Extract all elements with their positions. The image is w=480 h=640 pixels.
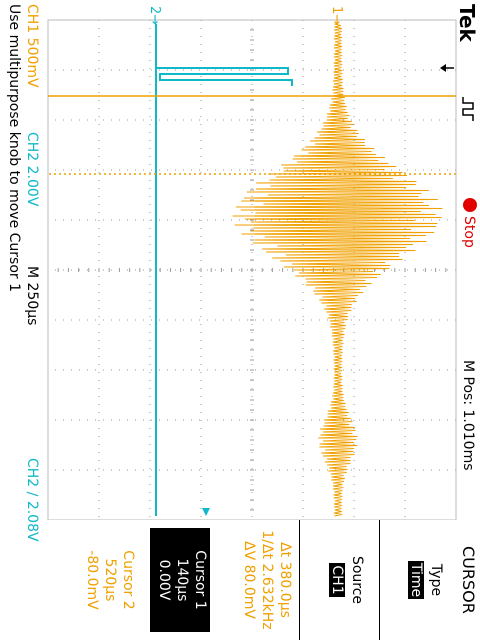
inverse-delta-t: 1/Δt 2.632kHz: [259, 530, 275, 630]
menu-source[interactable]: Source CH1: [303, 520, 380, 640]
delta-v: ΔV 80.0mV: [241, 541, 257, 619]
cursor2-value: -80.0mV: [84, 550, 100, 610]
menu-measurements: Δt 380.0µs 1/Δt 2.632kHz ΔV 80.0mV: [227, 520, 300, 640]
delta-t: Δt 380.0µs: [277, 542, 293, 618]
type-value: Time: [408, 560, 424, 600]
source-value: CH1: [329, 563, 345, 597]
hint-message: Use multipurpose knob to move Cursor 1: [6, 4, 22, 293]
trigger-position-icon: [440, 64, 446, 72]
cursor2-time: 520µs: [102, 558, 118, 602]
waveform-display: 2→ 1→: [47, 6, 457, 520]
cursor2-label: Cursor 2: [120, 550, 136, 610]
cursor1-label: Cursor 1: [192, 550, 208, 610]
menu-type[interactable]: Type Time: [384, 520, 456, 640]
ch2-scale: CH2 2.00V: [24, 132, 40, 207]
type-label: Type: [428, 563, 444, 597]
menu-cursor2[interactable]: Cursor 2 520µs -80.0mV: [70, 520, 142, 640]
trigger-edge-icon: [456, 96, 476, 122]
ch1-waveform: [232, 23, 443, 517]
cursor1-time: 140µs: [174, 558, 190, 602]
ch2-pulse: [156, 67, 293, 86]
trigger-level-icon: [202, 508, 210, 516]
cursor1-value: 0.00V: [156, 559, 172, 601]
menu-cursor1[interactable]: Cursor 1 140µs 0.00V: [144, 520, 216, 640]
timebase: M 250µs: [24, 266, 40, 326]
graticule-border: [47, 19, 457, 520]
ch2-marker: 2→: [147, 6, 162, 25]
ch1-marker: 1→: [329, 6, 344, 25]
trigger-readout: CH2 ∕ 2.08V: [24, 458, 40, 542]
ch1-scale: CH1 500mV: [24, 4, 40, 88]
menu-title: CURSOR: [459, 546, 478, 614]
source-label: Source: [349, 555, 365, 605]
